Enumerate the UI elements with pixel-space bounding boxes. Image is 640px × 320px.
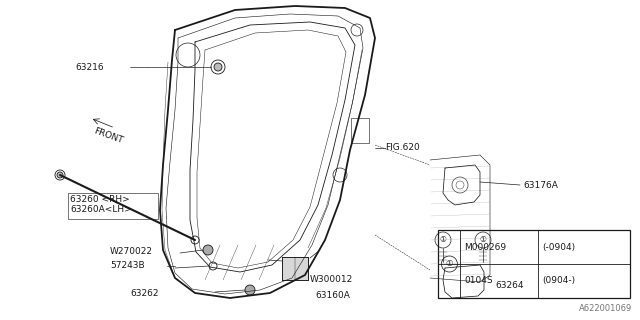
Text: FIG.620: FIG.620 [385, 143, 420, 153]
Text: A622001069: A622001069 [579, 304, 632, 313]
Bar [282, 257, 308, 280]
Bar [351, 118, 369, 143]
Circle shape [245, 285, 255, 295]
Text: W300012: W300012 [310, 276, 353, 284]
Text: (-0904): (-0904) [543, 243, 575, 252]
Text: 57243B: 57243B [110, 261, 145, 270]
Circle shape [203, 245, 213, 255]
Text: ①: ① [445, 260, 453, 268]
Text: (0904-): (0904-) [543, 276, 575, 285]
Circle shape [57, 172, 63, 178]
Text: 63176A: 63176A [523, 180, 558, 189]
Circle shape [214, 63, 222, 71]
Text: 63260 <RH>: 63260 <RH> [70, 196, 130, 204]
Text: FRONT: FRONT [92, 126, 124, 146]
Bar [438, 230, 630, 298]
Bar [68, 193, 158, 219]
Text: 63160A: 63160A [315, 291, 350, 300]
Text: 63262: 63262 [130, 290, 159, 299]
Text: 63260A<LH>: 63260A<LH> [70, 205, 132, 214]
Text: W270022: W270022 [110, 247, 153, 257]
Text: 63264: 63264 [495, 281, 524, 290]
Text: ①: ① [479, 236, 486, 244]
Text: M000269: M000269 [465, 243, 506, 252]
Text: ①: ① [440, 236, 447, 244]
Text: 0104S: 0104S [465, 276, 493, 285]
Text: 63216: 63216 [75, 62, 104, 71]
